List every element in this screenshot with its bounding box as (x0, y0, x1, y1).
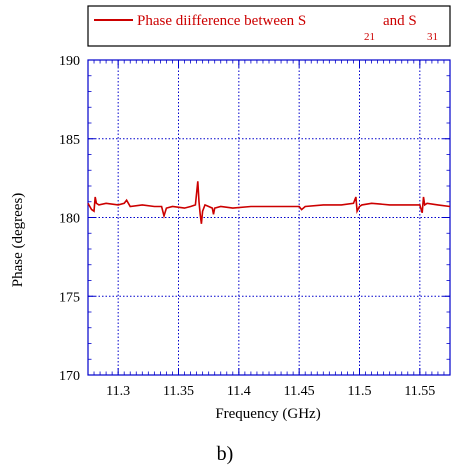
y-tick-label: 185 (59, 133, 80, 148)
legend: Phase diifference between S 21 and S 31 (87, 5, 451, 47)
x-tick-label: 11.55 (404, 384, 435, 399)
legend-label-sub2: 31 (427, 31, 438, 43)
grid (88, 60, 450, 375)
axes (87, 59, 451, 376)
x-tick-labels: 11.3 11.35 11.4 11.45 11.5 11.55 (106, 384, 435, 399)
y-axis-title: Phase (degrees) (10, 193, 26, 288)
legend-label-main: Phase diifference between S (137, 13, 306, 29)
plot-frame (87, 59, 451, 376)
x-tick-label: 11.4 (227, 384, 251, 399)
y-tick-labels: 170 175 180 185 190 (59, 54, 80, 384)
x-tick-label: 11.3 (106, 384, 130, 399)
x-tick-label: 11.35 (163, 384, 194, 399)
figure-caption: b) (217, 443, 234, 465)
x-tick-label: 11.5 (348, 384, 372, 399)
legend-box (87, 5, 451, 47)
y-tick-label: 175 (59, 290, 80, 305)
legend-label-mid: and S (383, 13, 417, 29)
legend-label-sub1: 21 (364, 31, 375, 43)
y-tick-label: 180 (59, 212, 80, 227)
ticks (87, 59, 451, 376)
y-tick-label: 170 (59, 369, 80, 384)
series-line-phase-difference (87, 181, 451, 224)
y-tick-label: 190 (59, 54, 80, 69)
x-axis-title: Frequency (GHz) (215, 406, 320, 422)
x-tick-label: 11.45 (284, 384, 315, 399)
